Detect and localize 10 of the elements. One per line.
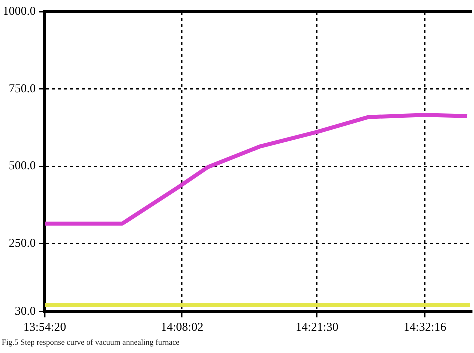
x-tick-label: 14:32:16	[404, 320, 447, 334]
x-tick-label: 13:54:20	[24, 320, 66, 334]
x-tick-label: 14:21:30	[296, 320, 339, 334]
y-tick-label: 250.0	[9, 236, 36, 250]
y-tick-label: 750.0	[9, 81, 36, 96]
x-tick-label: 14:08:02	[160, 320, 204, 334]
y-tick-label: 1000.0	[3, 4, 36, 18]
y-tick-label: 30.0	[15, 304, 36, 318]
y-tick-label: 500.0	[9, 158, 36, 173]
caption: Fig.5 Step response curve of vacuum annealing furnace	[2, 338, 181, 347]
